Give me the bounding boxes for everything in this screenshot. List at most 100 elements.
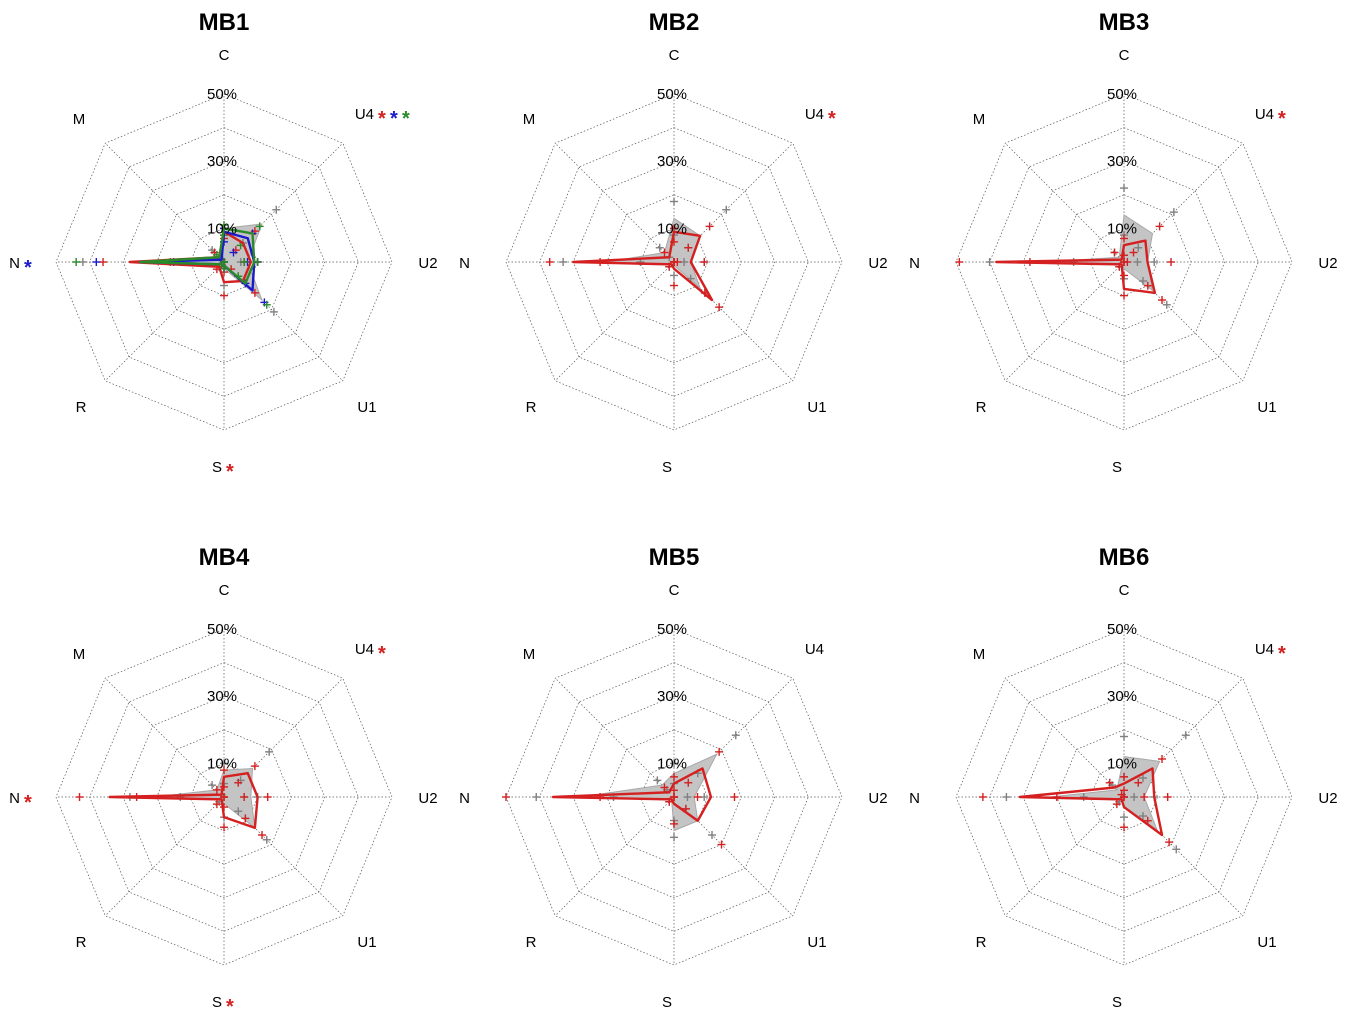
grid-ring	[1022, 695, 1226, 899]
axis-label-c: C	[1119, 582, 1130, 599]
grid-ring	[89, 127, 359, 397]
grid-ring	[989, 662, 1259, 932]
series-3-line	[138, 227, 256, 285]
axis-label-n: N	[9, 255, 20, 272]
axis-label-r: R	[976, 934, 987, 951]
axis-label-u2: U2	[418, 255, 437, 272]
ring-tick-label: 10%	[207, 755, 237, 772]
ring-tick-label: 10%	[1107, 755, 1137, 772]
significance-star: *	[390, 108, 398, 130]
panel-title: MB3	[1099, 9, 1150, 36]
axis-label-s: S	[662, 459, 672, 476]
axis-label-n: N	[9, 790, 20, 807]
axis-label-r: R	[976, 399, 987, 416]
significance-star: *	[24, 257, 32, 279]
axis-label-s: S	[212, 459, 222, 476]
grid-spoke	[554, 142, 675, 263]
grid-ring	[539, 127, 809, 397]
panel-title: MB2	[649, 9, 700, 36]
ring-tick-label: 10%	[657, 220, 687, 237]
axis-label-u4: U4	[355, 641, 374, 658]
axis-label-r: R	[526, 934, 537, 951]
significance-star: *	[402, 108, 410, 130]
panel-title: MB1	[199, 9, 250, 36]
significance-star: *	[226, 461, 234, 483]
axis-label-r: R	[526, 399, 537, 416]
ring-tick-label: 10%	[207, 220, 237, 237]
axis-label-u2: U2	[868, 790, 887, 807]
axis-label-r: R	[76, 399, 87, 416]
grid-spoke	[554, 796, 675, 917]
series-1-line	[551, 767, 713, 822]
grid-ring	[89, 662, 359, 932]
grid-spoke	[1004, 261, 1125, 382]
axis-label-u4: U4	[805, 106, 824, 123]
significance-star: *	[24, 792, 32, 814]
ring-tick-label: 30%	[207, 688, 237, 705]
panel-title: MB6	[1099, 544, 1150, 571]
grid-ring	[1022, 160, 1226, 364]
axis-label-m: M	[973, 111, 986, 128]
axis-label-s: S	[1112, 994, 1122, 1010]
axis-label-u4: U4	[355, 106, 374, 123]
significance-star: *	[226, 996, 234, 1010]
axis-label-m: M	[73, 111, 86, 128]
ring-tick-label: 10%	[1107, 220, 1137, 237]
axis-label-c: C	[669, 47, 680, 64]
axis-label-u2: U2	[868, 255, 887, 272]
axis-label-n: N	[909, 255, 920, 272]
grid-spoke	[1004, 677, 1125, 798]
axis-label-u1: U1	[1257, 399, 1276, 416]
axis-label-u4: U4	[1255, 641, 1274, 658]
axis-label-m: M	[73, 646, 86, 663]
grid-ring	[989, 127, 1259, 397]
ring-tick-label: 50%	[657, 86, 687, 103]
grid-spoke	[554, 677, 675, 798]
significance-star: *	[378, 108, 386, 130]
grid-ring	[572, 695, 776, 899]
axis-label-u2: U2	[1318, 255, 1337, 272]
axis-label-r: R	[76, 934, 87, 951]
radar-panel-mb3: 10% 30% 50% MB3 C U4 * U2 U1 S R N M	[909, 9, 1337, 476]
axis-label-u4: U4	[805, 641, 824, 658]
axis-label-u1: U1	[357, 399, 376, 416]
axis-label-c: C	[219, 47, 230, 64]
ring-tick-label: 30%	[1107, 688, 1137, 705]
grid-spoke	[104, 142, 225, 263]
grid-spoke	[104, 677, 225, 798]
axis-label-u4: U4	[1255, 106, 1274, 123]
series-1-line	[108, 772, 259, 830]
radar-panel-mb5: 10% 30% 50% MB5 C U4 U2 U1 S R N M	[459, 544, 887, 1010]
series-1-line	[572, 230, 714, 302]
axis-label-s: S	[212, 994, 222, 1010]
axis-label-c: C	[1119, 47, 1130, 64]
grid-spoke	[104, 796, 225, 917]
axis-label-c: C	[219, 582, 230, 599]
significance-star: *	[1278, 108, 1286, 130]
ring-tick-label: 30%	[207, 153, 237, 170]
grid-spoke	[1004, 796, 1125, 917]
ring-tick-label: 50%	[1107, 621, 1137, 638]
ring-tick-label: 30%	[657, 688, 687, 705]
axis-label-n: N	[459, 255, 470, 272]
grid-ring	[122, 160, 326, 364]
significance-star: *	[378, 643, 386, 665]
grid-ring	[122, 695, 326, 899]
panel-title: MB4	[199, 544, 250, 571]
axis-label-m: M	[523, 646, 536, 663]
axis-label-c: C	[669, 582, 680, 599]
series-1-line	[1018, 767, 1164, 837]
radar-panel-mb6: 10% 30% 50% MB6 C U4 * U2 U1 S R N M	[909, 544, 1337, 1010]
ring-tick-label: 30%	[657, 153, 687, 170]
ring-tick-label: 50%	[1107, 86, 1137, 103]
ring-tick-label: 50%	[657, 621, 687, 638]
axis-label-u1: U1	[357, 934, 376, 951]
grid-spoke	[554, 261, 675, 382]
axis-label-n: N	[909, 790, 920, 807]
series-1-line	[995, 239, 1157, 295]
axis-label-u2: U2	[418, 790, 437, 807]
ring-tick-label: 10%	[657, 755, 687, 772]
grid-ring	[539, 662, 809, 932]
